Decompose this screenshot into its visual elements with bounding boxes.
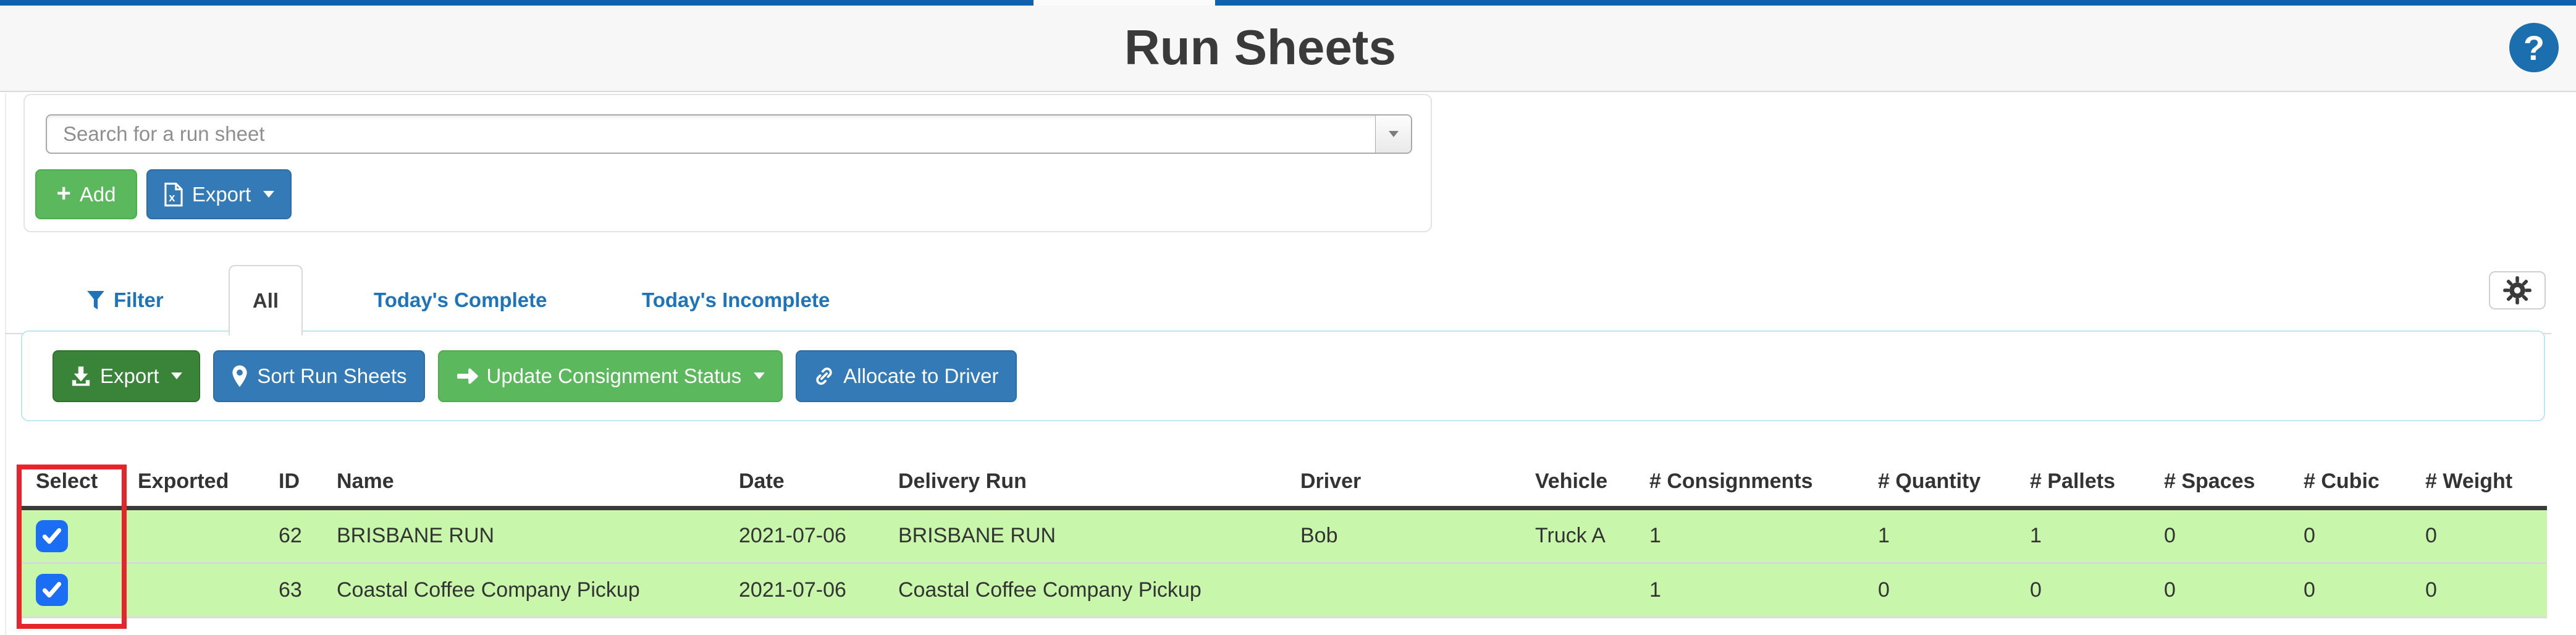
- column-header-driver: Driver: [1284, 457, 1519, 510]
- tab-all[interactable]: All: [229, 265, 303, 335]
- arrow-right-icon: [457, 368, 478, 384]
- download-icon: [72, 366, 90, 386]
- cell-date: 2021-07-06: [723, 508, 882, 563]
- column-header-date: Date: [723, 457, 882, 510]
- cell-exported: [122, 561, 263, 617]
- add-button[interactable]: + Add: [35, 169, 137, 219]
- cell-weight: 0: [2409, 561, 2547, 617]
- allocate-to-driver-label: Allocate to Driver: [843, 364, 999, 387]
- column-header-select: Select: [20, 457, 122, 510]
- search-dropdown-toggle[interactable]: [1375, 116, 1411, 153]
- top-accent-bar-gap: [1033, 0, 1215, 6]
- caret-down-icon: [171, 372, 183, 379]
- cell-pallets: 1: [2014, 508, 2148, 563]
- tab-filter[interactable]: Filter: [86, 285, 164, 315]
- tab-todays-complete[interactable]: Today's Complete: [374, 285, 547, 315]
- search-panel: + Add x Export: [23, 94, 1432, 232]
- excel-file-icon: x: [164, 182, 183, 206]
- table-settings-button[interactable]: [2489, 271, 2546, 309]
- plus-icon: +: [56, 180, 71, 207]
- cell-pallets: 0: [2014, 561, 2148, 617]
- column-header-weight: # Weight: [2409, 457, 2547, 510]
- cell-spaces: 0: [2148, 561, 2288, 617]
- tab-todays-complete-label: Today's Complete: [374, 288, 547, 311]
- checkmark-icon: [42, 528, 62, 544]
- cell-vehicle: Truck A: [1519, 508, 1633, 563]
- tab-todays-incomplete[interactable]: Today's Incomplete: [642, 285, 830, 315]
- cell-id: 62: [263, 508, 321, 563]
- cell-delivery-run: Coastal Coffee Company Pickup: [882, 561, 1284, 617]
- column-header-id: ID: [263, 457, 321, 510]
- cell-driver: [1284, 561, 1519, 617]
- cell-select: [20, 508, 122, 563]
- sort-run-sheets-label: Sort Run Sheets: [257, 364, 407, 387]
- gear-icon: [2503, 276, 2532, 305]
- top-accent-bar: [0, 0, 2576, 6]
- svg-text:x: x: [169, 190, 175, 203]
- cell-consignments: 1: [1633, 508, 1862, 563]
- page-header: Run Sheets ?: [0, 6, 2576, 92]
- cell-date: 2021-07-06: [723, 561, 882, 617]
- caret-down-icon: [263, 191, 275, 198]
- cell-quantity: 0: [1862, 561, 2014, 617]
- cell-weight: 0: [2409, 508, 2547, 563]
- bulk-actions-panel: Export Sort Run Sheets Update Consignmen…: [21, 330, 2545, 421]
- table-row[interactable]: 62 BRISBANE RUN 2021-07-06 BRISBANE RUN …: [20, 508, 2547, 563]
- export-button-label: Export: [192, 182, 251, 206]
- cell-select: [20, 561, 122, 617]
- column-header-pallets: # Pallets: [2014, 457, 2148, 510]
- cell-exported: [122, 508, 263, 563]
- caret-down-icon: [754, 372, 765, 379]
- sort-run-sheets-button[interactable]: Sort Run Sheets: [213, 350, 425, 402]
- column-header-vehicle: Vehicle: [1519, 457, 1633, 510]
- update-consignment-status-button[interactable]: Update Consignment Status: [437, 350, 783, 402]
- run-sheet-search-combobox: [46, 114, 1412, 154]
- cell-cubic: 0: [2288, 508, 2409, 563]
- cell-name: Coastal Coffee Company Pickup: [321, 561, 723, 617]
- link-icon: [816, 367, 832, 385]
- map-marker-icon: [232, 365, 248, 387]
- row-checkbox[interactable]: [36, 574, 68, 606]
- funnel-icon: [87, 291, 104, 309]
- column-header-delivery-run: Delivery Run: [882, 457, 1284, 510]
- allocate-to-driver-button[interactable]: Allocate to Driver: [796, 350, 1017, 402]
- column-header-consignments: # Consignments: [1633, 457, 1862, 510]
- export-selected-label: Export: [100, 364, 159, 387]
- search-input[interactable]: [47, 116, 1375, 153]
- add-button-label: Add: [79, 182, 116, 206]
- cell-vehicle: [1519, 561, 1633, 617]
- question-mark-icon: ?: [2523, 28, 2545, 67]
- cell-id: 63: [263, 561, 321, 617]
- table-row[interactable]: 63 Coastal Coffee Company Pickup 2021-07…: [20, 561, 2547, 617]
- container-left-border: [5, 93, 6, 635]
- export-button-top[interactable]: x Export: [146, 169, 292, 219]
- row-checkbox[interactable]: [36, 519, 68, 552]
- cell-name: BRISBANE RUN: [321, 508, 723, 563]
- tab-todays-incomplete-label: Today's Incomplete: [642, 288, 830, 311]
- column-header-name: Name: [321, 457, 723, 510]
- column-header-exported: Exported: [122, 457, 263, 510]
- cell-spaces: 0: [2148, 508, 2288, 563]
- cell-consignments: 1: [1633, 561, 1862, 617]
- column-header-spaces: # Spaces: [2148, 457, 2288, 510]
- checkmark-icon: [42, 582, 62, 598]
- cell-cubic: 0: [2288, 561, 2409, 617]
- export-selected-button[interactable]: Export: [53, 350, 201, 402]
- page-title: Run Sheets: [1124, 20, 1397, 75]
- run-sheets-table: Select Exported ID Name Date Delivery Ru…: [20, 457, 2547, 618]
- cell-driver: Bob: [1284, 508, 1519, 563]
- chevron-down-icon: [1388, 131, 1399, 137]
- cell-delivery-run: BRISBANE RUN: [882, 508, 1284, 563]
- column-header-cubic: # Cubic: [2288, 457, 2409, 510]
- tab-all-label: All: [252, 289, 279, 312]
- update-consignment-status-label: Update Consignment Status: [486, 364, 742, 387]
- tab-filter-label: Filter: [114, 288, 164, 311]
- column-header-quantity: # Quantity: [1862, 457, 2014, 510]
- table-header-row: Select Exported ID Name Date Delivery Ru…: [20, 457, 2547, 510]
- help-button[interactable]: ?: [2509, 23, 2559, 72]
- cell-quantity: 1: [1862, 508, 2014, 563]
